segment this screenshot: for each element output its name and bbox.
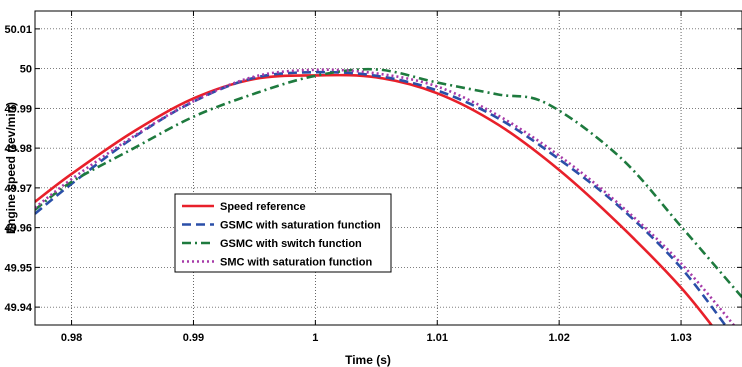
x-tick-label: 0.98	[61, 332, 82, 344]
series-line-speed-reference	[35, 73, 714, 325]
y-axis-ticks: 49.94 49.95 49.96 49.97 49.98 49.99 50 50.01	[4, 24, 742, 314]
legend-label: GSMC with saturation function	[220, 220, 381, 232]
legend-label: GSMC with switch function	[220, 238, 362, 250]
x-tick-label: 1	[312, 332, 318, 344]
x-tick-label: 1.01	[427, 332, 448, 344]
plot-area	[35, 11, 742, 325]
y-tick-label: 50.01	[4, 24, 32, 36]
x-axis-ticks: 0.98 0.99 1 1.01 1.02 1.03	[61, 11, 692, 344]
x-tick-label: 0.99	[183, 332, 204, 344]
series-line-gsmc-with-switch-function	[35, 67, 742, 299]
y-axis-label: Engine speed (rev/min)	[4, 102, 18, 234]
y-tick-label: 49.98	[4, 143, 32, 155]
x-tick-label: 1.02	[548, 332, 569, 344]
plot-frame	[34, 10, 742, 326]
x-tick-label: 1.03	[670, 332, 691, 344]
legend: Speed reference GSMC with saturation func…	[174, 193, 392, 273]
y-tick-label: 49.96	[4, 223, 32, 235]
series-line-gsmc-with-saturation-function	[35, 70, 727, 325]
series-line-smc-with-saturation-function	[35, 68, 736, 325]
x-axis-label: Time (s)	[345, 353, 391, 367]
legend-label: Speed reference	[220, 201, 306, 213]
y-tick-label: 49.95	[4, 262, 32, 274]
y-tick-label: 49.94	[4, 302, 32, 314]
series-lines	[35, 67, 742, 325]
y-tick-label: 49.99	[4, 103, 32, 115]
y-tick-label: 50	[20, 64, 32, 76]
legend-label: SMC with saturation function	[220, 257, 372, 269]
grid	[35, 11, 742, 325]
y-tick-label: 49.97	[4, 183, 32, 195]
